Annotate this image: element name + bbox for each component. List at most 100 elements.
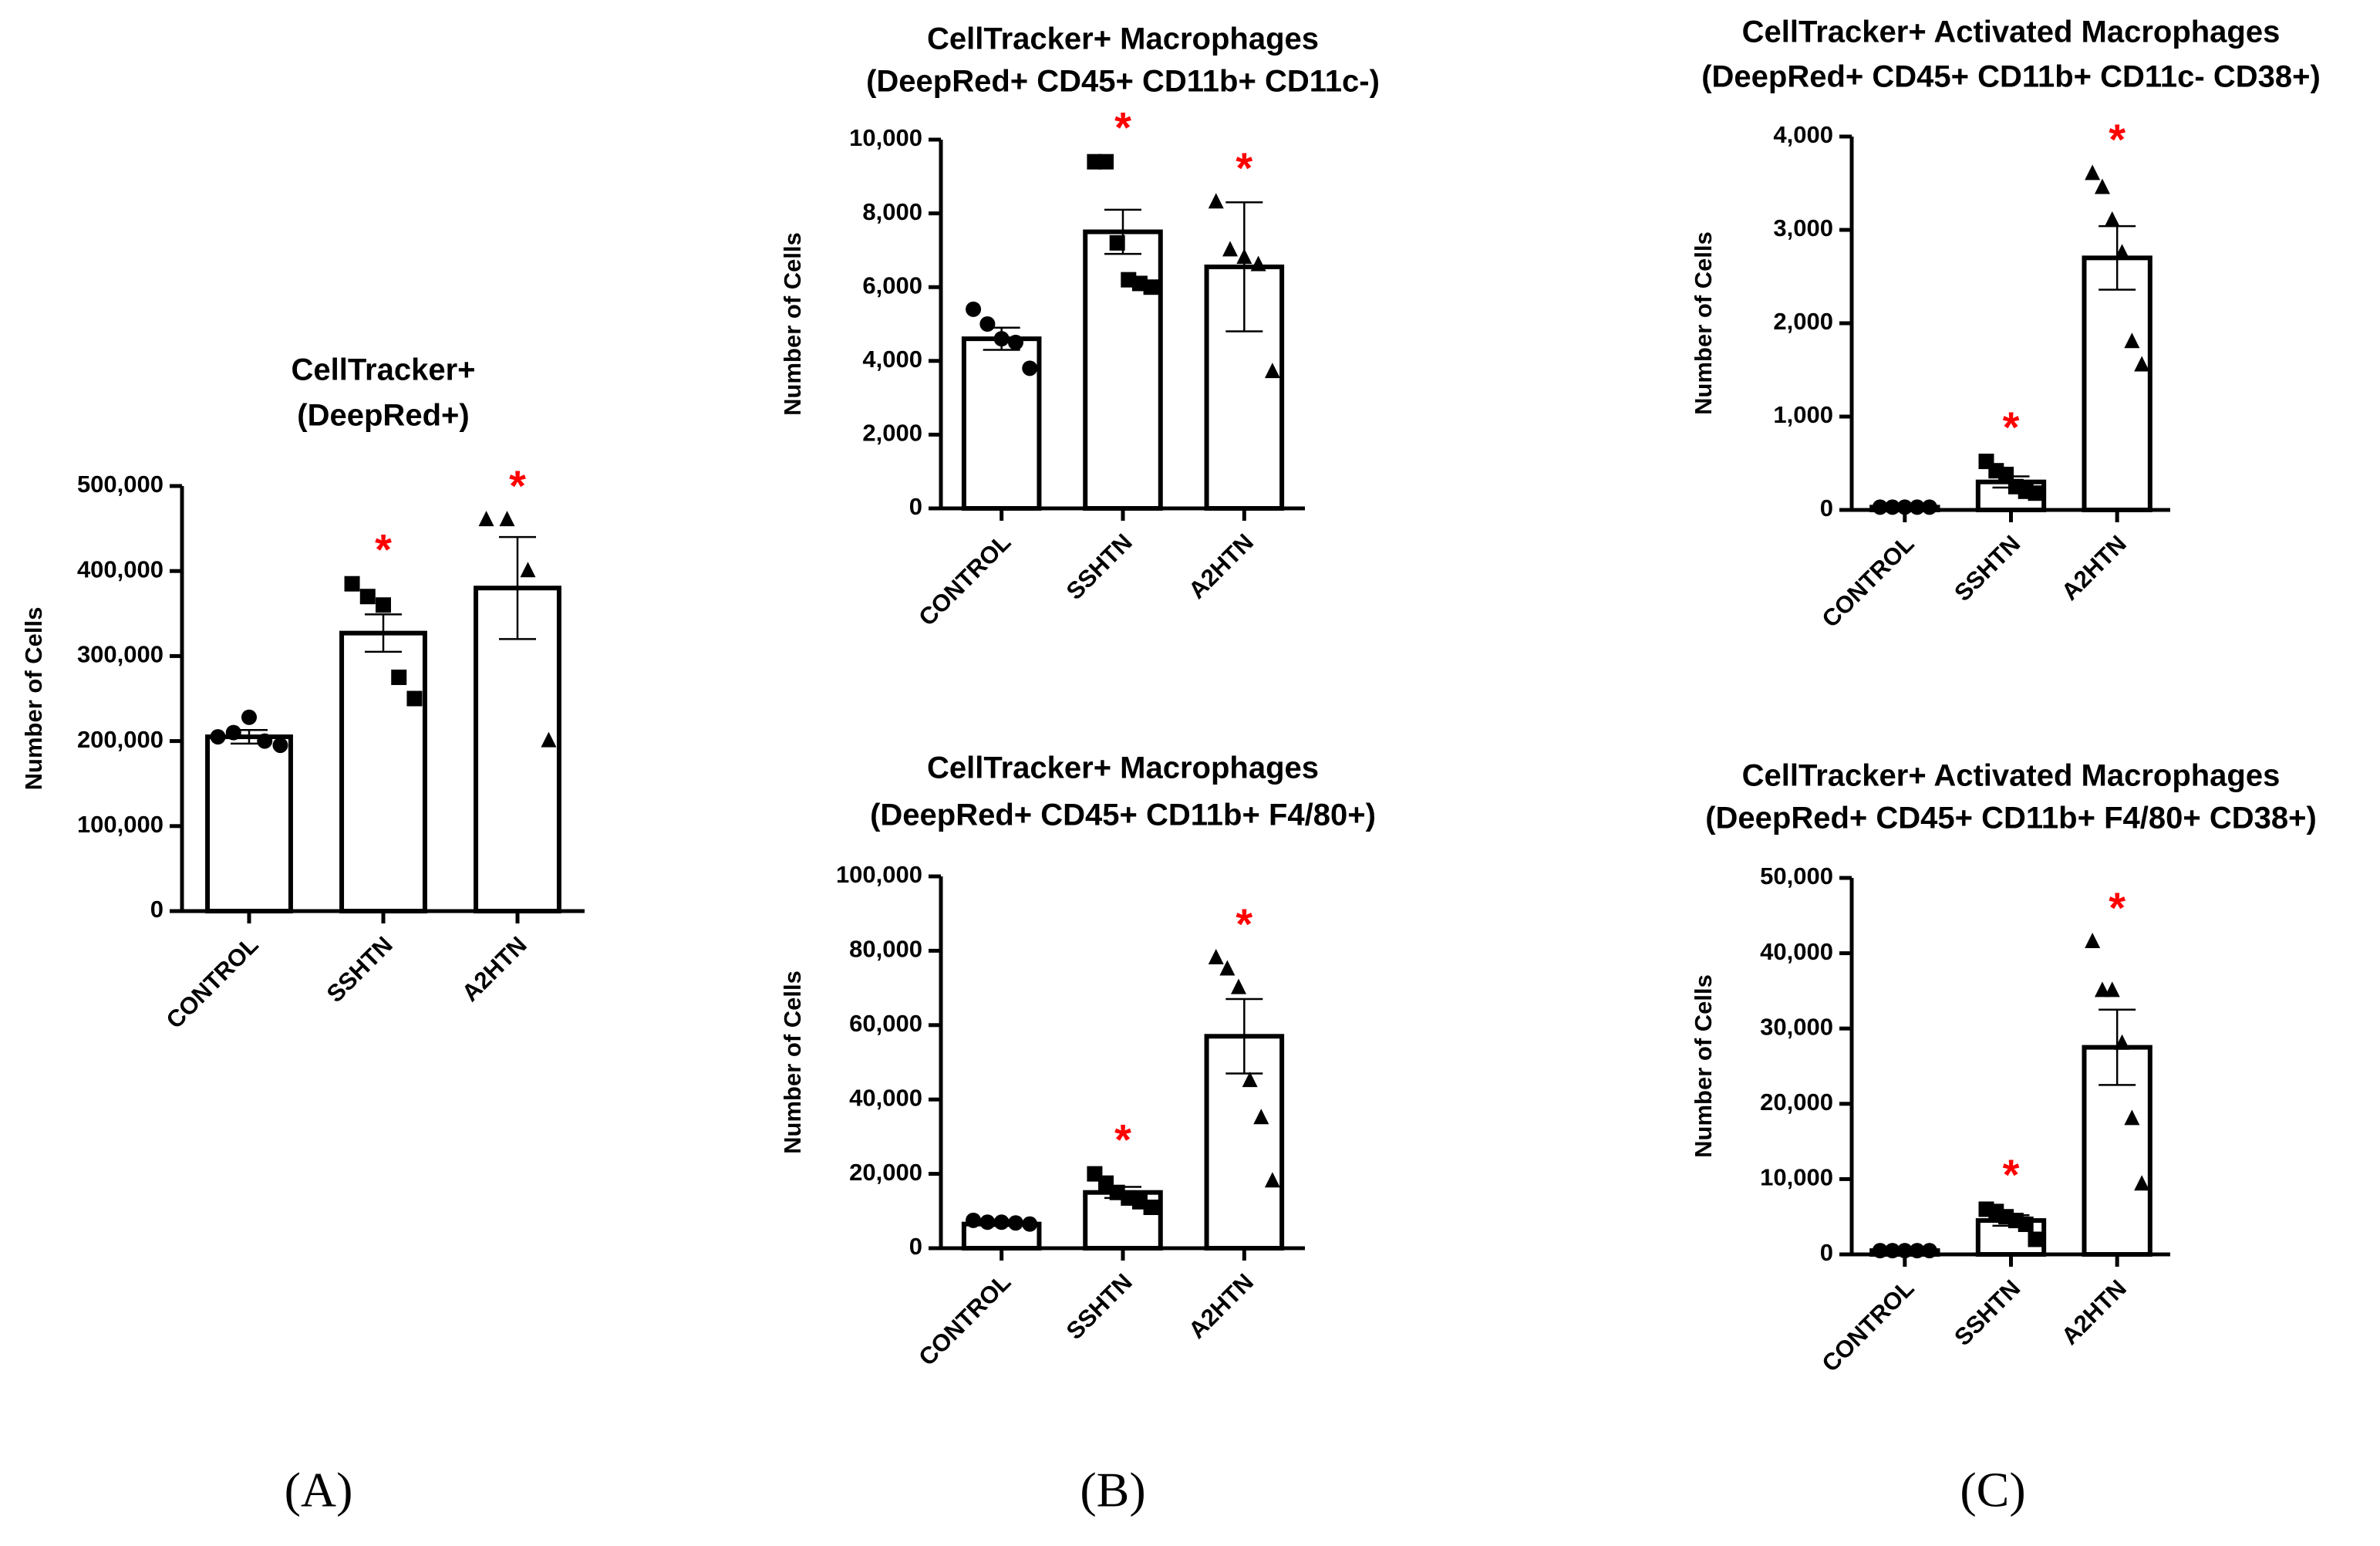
- data-point: [2085, 164, 2101, 181]
- data-point: [1872, 1243, 1888, 1259]
- bar: [2082, 255, 2152, 512]
- data-point: [541, 731, 557, 748]
- x-tick-label: SSHTN: [1061, 1268, 1138, 1345]
- data-point: [1921, 1243, 1937, 1259]
- y-axis-label: Number of Cells: [1690, 231, 1717, 415]
- data-point: [1242, 1072, 1258, 1088]
- data-point: [406, 690, 423, 707]
- data-point: [979, 316, 996, 332]
- data-point: [210, 729, 226, 745]
- chart-title: CellTracker+ Activated Macrophages: [1742, 759, 2281, 793]
- data-point: [2094, 178, 2110, 194]
- data-point: [1253, 1109, 1269, 1125]
- data-point: [2085, 932, 2101, 948]
- data-point: [1109, 235, 1125, 251]
- y-tick-label: 500,000: [77, 471, 163, 498]
- x-tick-label: SSHTN: [322, 931, 398, 1008]
- data-point: [979, 1214, 996, 1230]
- chart-subtitle: (DeepRed+ CD45+ CD11b+ F4/80+ CD38+): [1705, 802, 2317, 835]
- data-point: [520, 562, 536, 578]
- chart: CellTracker+ Activated Macrophages (DeepR…: [1690, 759, 2317, 1378]
- y-tick-label: 2,000: [862, 420, 922, 447]
- data-point: [1022, 360, 1038, 376]
- y-tick-label: 0: [909, 1233, 922, 1260]
- data-point: [344, 576, 360, 592]
- chart-subtitle: (DeepRed+ CD45+ CD11b+ CD11c-): [866, 65, 1380, 99]
- data-point: [1208, 193, 1224, 209]
- data-point: [2134, 356, 2150, 372]
- bar: [205, 734, 293, 914]
- significance-mark: *: [1236, 143, 1252, 192]
- significance-mark: *: [1114, 103, 1131, 151]
- x-tick-label: CONTROL: [161, 931, 264, 1034]
- data-point: [1219, 960, 1236, 976]
- bar: [339, 630, 427, 913]
- significance-mark: *: [2109, 883, 2125, 932]
- data-point: [1909, 499, 1925, 515]
- data-point: [1250, 255, 1266, 272]
- data-point: [1909, 1243, 1925, 1259]
- data-point: [2018, 1216, 2034, 1232]
- y-axis-label: Number of Cells: [779, 232, 806, 416]
- y-tick-label: 10,000: [1760, 1164, 1833, 1191]
- x-tick-label: A2HTN: [1183, 528, 1259, 604]
- y-tick-label: 0: [909, 493, 922, 520]
- chart: CellTracker+ Macrophages (DeepRed+ CD45+ …: [779, 22, 1380, 632]
- y-tick-label: 3,000: [1773, 214, 1833, 241]
- chart-title: CellTracker+: [291, 353, 475, 387]
- data-point: [499, 511, 515, 527]
- data-point: [257, 733, 273, 749]
- data-point: [1921, 499, 1937, 515]
- significance-mark: *: [1236, 900, 1252, 948]
- data-point: [1098, 154, 1114, 170]
- significance-mark: *: [2109, 115, 2125, 164]
- y-tick-label: 60,000: [849, 1010, 922, 1037]
- data-point: [2114, 1034, 2130, 1050]
- data-point: [1007, 334, 1023, 350]
- x-tick-label: SSHTN: [1949, 1274, 2025, 1351]
- data-point: [225, 724, 241, 741]
- data-point: [1896, 499, 1913, 515]
- x-tick-label: A2HTN: [1183, 1268, 1259, 1344]
- data-point: [2028, 485, 2044, 501]
- y-tick-label: 1,000: [1773, 401, 1833, 428]
- data-point: [966, 1212, 982, 1228]
- panel-label: (A): [285, 1463, 353, 1517]
- y-tick-label: 4,000: [862, 346, 922, 373]
- data-point: [1222, 241, 1239, 257]
- significance-mark: *: [2003, 403, 2020, 451]
- data-point: [1022, 1216, 1038, 1232]
- y-tick-label: 50,000: [1760, 862, 1833, 889]
- x-tick-label: CONTROL: [1816, 1274, 1919, 1377]
- chart: CellTracker+ Activated Macrophages (DeepR…: [1690, 15, 2321, 633]
- chart-subtitle: (DeepRed+ CD45+ CD11b+ CD11c- CD38+): [1701, 60, 2321, 94]
- panel-label: (B): [1080, 1463, 1145, 1517]
- x-tick-label: SSHTN: [1061, 528, 1138, 605]
- chart: CellTracker+ Macrophages (DeepRed+ CD45+ …: [779, 751, 1376, 1372]
- data-point: [2124, 1109, 2140, 1126]
- y-tick-label: 100,000: [77, 811, 163, 838]
- y-tick-label: 2,000: [1773, 308, 1833, 335]
- y-axis-label: Number of Cells: [1690, 974, 1717, 1158]
- data-point: [993, 1214, 1010, 1230]
- y-tick-label: 4,000: [1773, 121, 1833, 148]
- y-tick-label: 0: [150, 896, 163, 923]
- data-point: [2094, 981, 2110, 997]
- data-point: [1231, 978, 1247, 994]
- y-tick-label: 100,000: [836, 861, 922, 888]
- data-point: [2114, 244, 2130, 260]
- data-point: [2104, 211, 2120, 227]
- data-point: [2028, 1231, 2044, 1247]
- data-point: [478, 511, 494, 527]
- data-point: [2104, 981, 2120, 997]
- x-tick-label: A2HTN: [2056, 1274, 2132, 1350]
- y-tick-label: 40,000: [849, 1084, 922, 1111]
- y-tick-label: 40,000: [1760, 938, 1833, 965]
- significance-mark: *: [2003, 1150, 2020, 1199]
- significance-mark: *: [509, 461, 526, 510]
- chart: CellTracker+ (DeepRed+) Number of Cells 0 10…: [20, 353, 585, 1034]
- y-tick-label: 20,000: [849, 1159, 922, 1186]
- data-point: [1143, 1199, 1159, 1215]
- y-tick-label: 200,000: [77, 726, 163, 753]
